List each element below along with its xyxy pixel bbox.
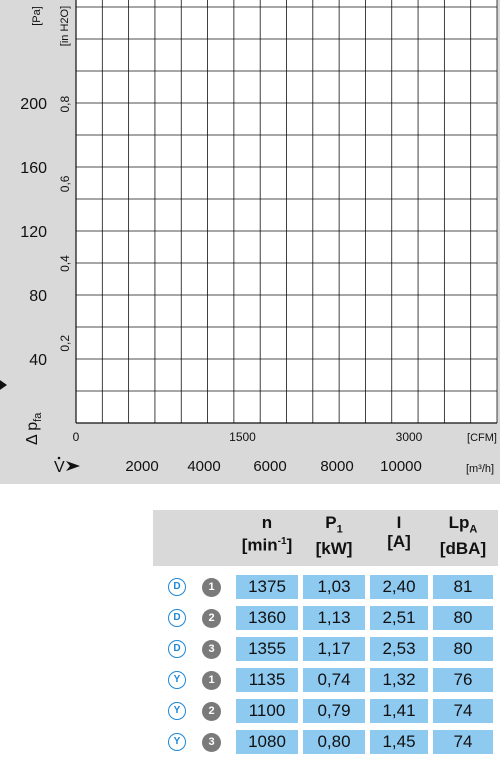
y-axis-label-sub: fa — [32, 412, 44, 422]
table-header-2: I [A] — [370, 513, 428, 551]
cell-n: 1375 — [236, 575, 298, 599]
x-axis-arrow — [66, 461, 80, 471]
cell-p1: 1,13 — [303, 606, 365, 630]
chart-panel: 321321DY 20016012080400,80,60,40,2015003… — [0, 0, 500, 484]
cell-n: 1135 — [236, 668, 298, 692]
header-sub: A — [469, 523, 478, 536]
point-number-badge: 1 — [202, 578, 221, 597]
y-tick-inh2o: 0,2 — [58, 335, 72, 352]
table-row: Y 1 1135 0,74 1,32 76 — [0, 668, 500, 692]
table-row: D 1 1375 1,03 2,40 81 — [0, 575, 500, 599]
table-row: Y 3 1080 0,80 1,45 74 — [0, 730, 500, 754]
point-number-badge: 3 — [202, 640, 221, 659]
cell-n: 1355 — [236, 637, 298, 661]
performance-table: n [min-1] P1 [kW] I [A] LpA [dBA] D 1 1375 1,03 2,4… — [0, 505, 500, 763]
cell-p1: 1,03 — [303, 575, 365, 599]
connection-badge: D — [168, 609, 186, 627]
cell-i: 1,45 — [370, 730, 428, 754]
header-line2: [min — [241, 535, 278, 555]
y-tick-inh2o: 0,8 — [58, 95, 72, 112]
table-row: Y 2 1100 0,79 1,41 74 — [0, 699, 500, 723]
cell-i: 2,53 — [370, 637, 428, 661]
x-tick-m3h: 10000 — [380, 458, 422, 475]
y-tick-pa: 160 — [20, 160, 47, 177]
y-right-unit: [in H2O] — [59, 6, 71, 46]
y-axis-label: Δ pfa — [0, 380, 44, 445]
point-number-badge: 3 — [202, 733, 221, 752]
cell-p1: 0,74 — [303, 668, 365, 692]
table-header-3: LpA [dBA] — [433, 513, 493, 558]
fan-performance-chart: 321321DY 20016012080400,80,60,40,2015003… — [0, 0, 498, 476]
connection-badge: Y — [168, 702, 186, 720]
table-header-1: P1 [kW] — [303, 513, 365, 558]
y-left-unit: [Pa] — [31, 6, 43, 26]
x-bottom-unit: [m³/h] — [466, 463, 494, 475]
header-line2-end: ] — [286, 535, 293, 555]
header-line1: P — [325, 513, 337, 532]
cell-lpa: 76 — [433, 668, 493, 692]
table-header-bg — [153, 510, 498, 566]
point-number-badge: 2 — [202, 702, 221, 721]
cell-i: 2,51 — [370, 606, 428, 630]
x-axis-label-dot — [57, 456, 61, 460]
y-tick-inh2o: 0,4 — [58, 255, 72, 272]
header-line2: [dBA] — [439, 539, 487, 559]
header-line1: I — [396, 513, 402, 532]
x-tick-cfm: 3000 — [396, 430, 423, 444]
x-tick-m3h: 8000 — [320, 458, 353, 475]
cell-p1: 0,79 — [303, 699, 365, 723]
cell-n: 1100 — [236, 699, 298, 723]
cell-lpa: 81 — [433, 575, 493, 599]
point-number-badge: 2 — [202, 609, 221, 628]
y-tick-pa: 120 — [20, 224, 47, 241]
connection-badge: Y — [168, 733, 186, 751]
cell-n: 1360 — [236, 606, 298, 630]
y-tick-pa: 200 — [20, 96, 47, 113]
cell-p1: 1,17 — [303, 637, 365, 661]
y-tick-pa: 80 — [29, 288, 47, 305]
x-top-unit: [CFM] — [467, 432, 497, 444]
connection-badge: D — [168, 640, 186, 658]
point-number-badge: 1 — [202, 671, 221, 690]
x-tick-cfm: 1500 — [229, 430, 256, 444]
cell-lpa: 74 — [433, 730, 493, 754]
table-row: D 3 1355 1,17 2,53 80 — [0, 637, 500, 661]
x-tick-m3h: 4000 — [187, 458, 220, 475]
y-axis-arrow — [0, 380, 7, 390]
header-line1: n — [261, 513, 273, 532]
cell-lpa: 80 — [433, 637, 493, 661]
cell-lpa: 80 — [433, 606, 493, 630]
cell-n: 1080 — [236, 730, 298, 754]
connection-badge: D — [168, 578, 186, 596]
header-line2: [kW] — [315, 539, 353, 559]
header-line1: Lp — [448, 513, 470, 532]
x-axis-label: V — [54, 459, 65, 476]
y-tick-inh2o: 0,6 — [58, 175, 72, 192]
y-tick-pa: 40 — [29, 352, 47, 369]
table-header-0: n [min-1] — [236, 513, 298, 555]
cell-i: 1,32 — [370, 668, 428, 692]
y-axis-label-main: Δ p — [24, 422, 41, 445]
cell-i: 2,40 — [370, 575, 428, 599]
header-sup: -1 — [277, 536, 287, 547]
x-tick-m3h: 2000 — [125, 458, 158, 475]
cell-lpa: 74 — [433, 699, 493, 723]
y-axis-label-text: Δ pfa — [24, 412, 44, 445]
header-line2: [A] — [387, 532, 411, 551]
x-tick-cfm: 0 — [73, 430, 80, 444]
x-tick-m3h: 6000 — [253, 458, 286, 475]
table-row: D 2 1360 1,13 2,51 80 — [0, 606, 500, 630]
connection-badge: Y — [168, 671, 186, 689]
header-sub: 1 — [336, 523, 343, 536]
cell-i: 1,41 — [370, 699, 428, 723]
cell-p1: 0,80 — [303, 730, 365, 754]
